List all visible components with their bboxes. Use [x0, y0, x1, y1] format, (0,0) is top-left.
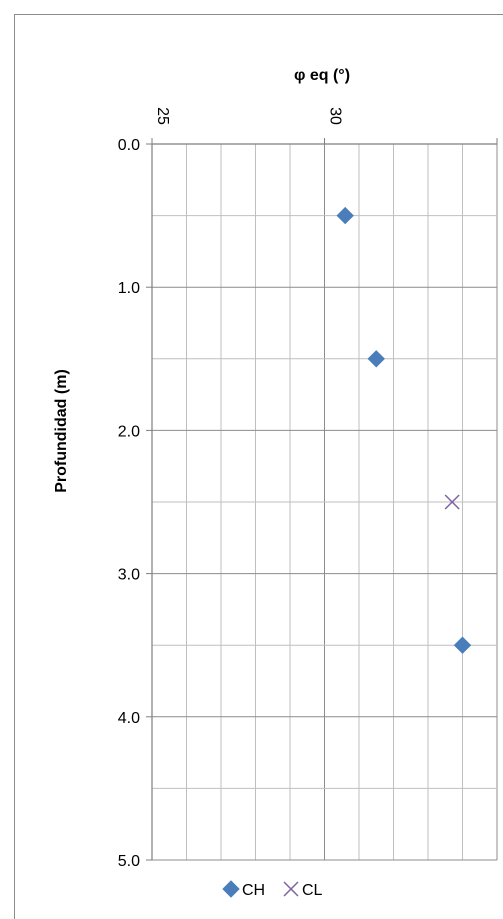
legend-label-ch: CH [242, 882, 265, 899]
data-point-ch [453, 636, 472, 654]
y-tick-label: 0.0 [118, 137, 140, 154]
data-point-ch [336, 206, 354, 225]
grid [151, 143, 498, 861]
y-tick-label: 3.0 [118, 567, 140, 584]
data-point-cl [444, 494, 460, 510]
legend: CH CL [222, 880, 323, 899]
y-axis-title: Profundidad (m) [53, 369, 70, 493]
axes [146, 138, 498, 861]
y-tick-label: 2.0 [118, 423, 140, 440]
data-point-cl-stroke-b [444, 494, 460, 510]
y-tick-label: 4.0 [118, 710, 140, 727]
legend-marker-cl [283, 881, 299, 897]
legend-label-cl: CL [302, 882, 323, 899]
x-tick-label: 30 [327, 107, 344, 125]
x-tick-label: 35 [499, 107, 503, 125]
x-tick-label: 25 [154, 107, 171, 125]
y-tick-label: 5.0 [118, 853, 140, 870]
legend-marker-ch [222, 880, 240, 898]
legend-marker-cl-stroke-b [283, 881, 299, 897]
tick-labels: 25 30 35 0.0 1.0 2.0 3.0 4.0 5.0 [118, 107, 503, 870]
data-point-ch [367, 350, 385, 368]
data-points [336, 206, 472, 654]
chart-frame [14, 14, 503, 919]
x-axis-title: φ eq (°) [294, 67, 350, 84]
y-tick-label: 1.0 [118, 280, 140, 297]
